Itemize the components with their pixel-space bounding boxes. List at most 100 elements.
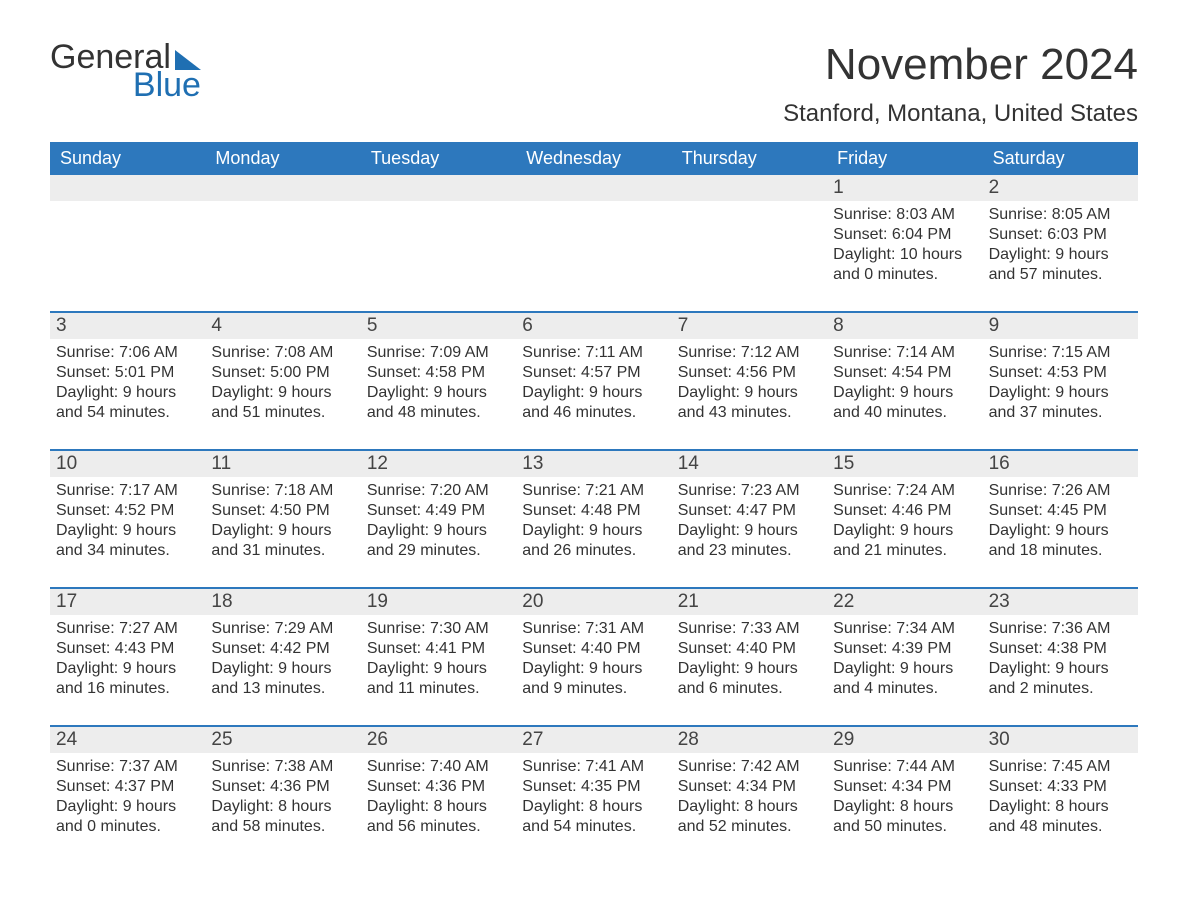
day-info: Sunrise: 7:11 AMSunset: 4:57 PMDaylight:… (522, 343, 665, 423)
day-number: 20 (516, 589, 671, 615)
day-number: 29 (827, 727, 982, 753)
day-info: Sunrise: 7:27 AMSunset: 4:43 PMDaylight:… (56, 619, 199, 699)
day-number: 27 (516, 727, 671, 753)
daylight-line: Daylight: 8 hours and 50 minutes. (833, 797, 976, 837)
sunset-line: Sunset: 6:03 PM (989, 225, 1132, 245)
sunrise-line: Sunrise: 7:37 AM (56, 757, 199, 777)
sunrise-line: Sunrise: 7:14 AM (833, 343, 976, 363)
day-number: 24 (50, 727, 205, 753)
daylight-line: Daylight: 9 hours and 16 minutes. (56, 659, 199, 699)
day-info: Sunrise: 7:17 AMSunset: 4:52 PMDaylight:… (56, 481, 199, 561)
day-info: Sunrise: 7:08 AMSunset: 5:00 PMDaylight:… (211, 343, 354, 423)
sunrise-line: Sunrise: 7:12 AM (678, 343, 821, 363)
sunrise-line: Sunrise: 7:23 AM (678, 481, 821, 501)
sunset-line: Sunset: 4:48 PM (522, 501, 665, 521)
sunrise-line: Sunrise: 7:24 AM (833, 481, 976, 501)
day-number: 5 (361, 313, 516, 339)
sunset-line: Sunset: 4:56 PM (678, 363, 821, 383)
day-number (50, 175, 205, 201)
sunrise-line: Sunrise: 7:29 AM (211, 619, 354, 639)
day-number: 12 (361, 451, 516, 477)
day-number: 25 (205, 727, 360, 753)
calendar-cell: 3Sunrise: 7:06 AMSunset: 5:01 PMDaylight… (50, 313, 205, 433)
day-info: Sunrise: 7:18 AMSunset: 4:50 PMDaylight:… (211, 481, 354, 561)
day-info: Sunrise: 7:29 AMSunset: 4:42 PMDaylight:… (211, 619, 354, 699)
calendar-week: 17Sunrise: 7:27 AMSunset: 4:43 PMDayligh… (50, 587, 1138, 709)
weekday-label: Wednesday (516, 142, 671, 175)
day-number: 22 (827, 589, 982, 615)
daylight-line: Daylight: 9 hours and 40 minutes. (833, 383, 976, 423)
day-number: 8 (827, 313, 982, 339)
page-title: November 2024 (783, 40, 1138, 90)
calendar-cell: 5 Sunrise: 7:09 AMSunset: 4:58 PMDaylight… (361, 313, 516, 433)
daylight-line: Daylight: 8 hours and 52 minutes. (678, 797, 821, 837)
sunset-line: Sunset: 4:52 PM (56, 501, 199, 521)
sunset-line: Sunset: 4:43 PM (56, 639, 199, 659)
day-info: Sunrise: 7:36 AMSunset: 4:38 PMDaylight:… (989, 619, 1132, 699)
daylight-line: Daylight: 9 hours and 9 minutes. (522, 659, 665, 699)
sunrise-line: Sunrise: 7:27 AM (56, 619, 199, 639)
day-number: 26 (361, 727, 516, 753)
sunrise-line: Sunrise: 7:17 AM (56, 481, 199, 501)
calendar-cell: 27 Sunrise: 7:41 AMSunset: 4:35 PMDayligh… (516, 727, 671, 847)
day-number: 6 (516, 313, 671, 339)
day-number (205, 175, 360, 201)
day-info: Sunrise: 7:31 AMSunset: 4:40 PMDaylight:… (522, 619, 665, 699)
weekday-header: SundayMondayTuesdayWednesdayThursdayFrid… (50, 142, 1138, 175)
daylight-line: Daylight: 9 hours and 4 minutes. (833, 659, 976, 699)
daylight-line: Daylight: 9 hours and 57 minutes. (989, 245, 1132, 285)
weekday-label: Saturday (983, 142, 1138, 175)
sunset-line: Sunset: 4:38 PM (989, 639, 1132, 659)
day-info: Sunrise: 7:09 AMSunset: 4:58 PMDaylight:… (367, 343, 510, 423)
day-number: 15 (827, 451, 982, 477)
calendar-cell: 30Sunrise: 7:45 AMSunset: 4:33 PMDayligh… (983, 727, 1138, 847)
day-number: 30 (983, 727, 1138, 753)
day-number: 7 (672, 313, 827, 339)
daylight-line: Daylight: 9 hours and 43 minutes. (678, 383, 821, 423)
calendar-cell: 24 Sunrise: 7:37 AMSunset: 4:37 PMDayligh… (50, 727, 205, 847)
calendar-cell: 10Sunrise: 7:17 AMSunset: 4:52 PMDayligh… (50, 451, 205, 571)
sunset-line: Sunset: 4:50 PM (211, 501, 354, 521)
day-number: 4 (205, 313, 360, 339)
calendar-cell (361, 175, 516, 295)
day-number: 18 (205, 589, 360, 615)
day-info: Sunrise: 7:30 AMSunset: 4:41 PMDaylight:… (367, 619, 510, 699)
day-info: Sunrise: 7:37 AMSunset: 4:37 PMDaylight:… (56, 757, 199, 837)
calendar-cell (516, 175, 671, 295)
sunset-line: Sunset: 4:34 PM (833, 777, 976, 797)
weeks-container: 1Sunrise: 8:03 AMSunset: 6:04 PMDaylight… (50, 175, 1138, 847)
sunset-line: Sunset: 6:04 PM (833, 225, 976, 245)
daylight-line: Daylight: 9 hours and 13 minutes. (211, 659, 354, 699)
calendar-cell: 20 Sunrise: 7:31 AMSunset: 4:40 PMDayligh… (516, 589, 671, 709)
sail-icon (175, 50, 201, 70)
day-info: Sunrise: 7:21 AMSunset: 4:48 PMDaylight:… (522, 481, 665, 561)
day-info: Sunrise: 7:41 AMSunset: 4:35 PMDaylight:… (522, 757, 665, 837)
calendar-cell: 22Sunrise: 7:34 AMSunset: 4:39 PMDayligh… (827, 589, 982, 709)
sunrise-line: Sunrise: 7:26 AM (989, 481, 1132, 501)
day-info: Sunrise: 7:14 AMSunset: 4:54 PMDaylight:… (833, 343, 976, 423)
day-number: 9 (983, 313, 1138, 339)
daylight-line: Daylight: 9 hours and 54 minutes. (56, 383, 199, 423)
day-number: 2 (983, 175, 1138, 201)
sunrise-line: Sunrise: 7:06 AM (56, 343, 199, 363)
day-info: Sunrise: 7:40 AMSunset: 4:36 PMDaylight:… (367, 757, 510, 837)
day-info: Sunrise: 7:12 AMSunset: 4:56 PMDaylight:… (678, 343, 821, 423)
daylight-line: Daylight: 9 hours and 29 minutes. (367, 521, 510, 561)
logo: General Blue (50, 40, 201, 102)
sunrise-line: Sunrise: 7:31 AM (522, 619, 665, 639)
calendar-cell: 11 Sunrise: 7:18 AMSunset: 4:50 PMDayligh… (205, 451, 360, 571)
day-number (672, 175, 827, 201)
calendar-cell: 14Sunrise: 7:23 AMSunset: 4:47 PMDayligh… (672, 451, 827, 571)
calendar-cell: 21Sunrise: 7:33 AMSunset: 4:40 PMDayligh… (672, 589, 827, 709)
sunrise-line: Sunrise: 7:18 AM (211, 481, 354, 501)
day-info: Sunrise: 7:24 AMSunset: 4:46 PMDaylight:… (833, 481, 976, 561)
sunset-line: Sunset: 4:42 PM (211, 639, 354, 659)
calendar-cell (50, 175, 205, 295)
calendar-cell: 1Sunrise: 8:03 AMSunset: 6:04 PMDaylight… (827, 175, 982, 295)
day-number: 11 (205, 451, 360, 477)
sunset-line: Sunset: 4:36 PM (211, 777, 354, 797)
day-info: Sunrise: 7:44 AMSunset: 4:34 PMDaylight:… (833, 757, 976, 837)
daylight-line: Daylight: 8 hours and 56 minutes. (367, 797, 510, 837)
day-number: 16 (983, 451, 1138, 477)
daylight-line: Daylight: 9 hours and 34 minutes. (56, 521, 199, 561)
